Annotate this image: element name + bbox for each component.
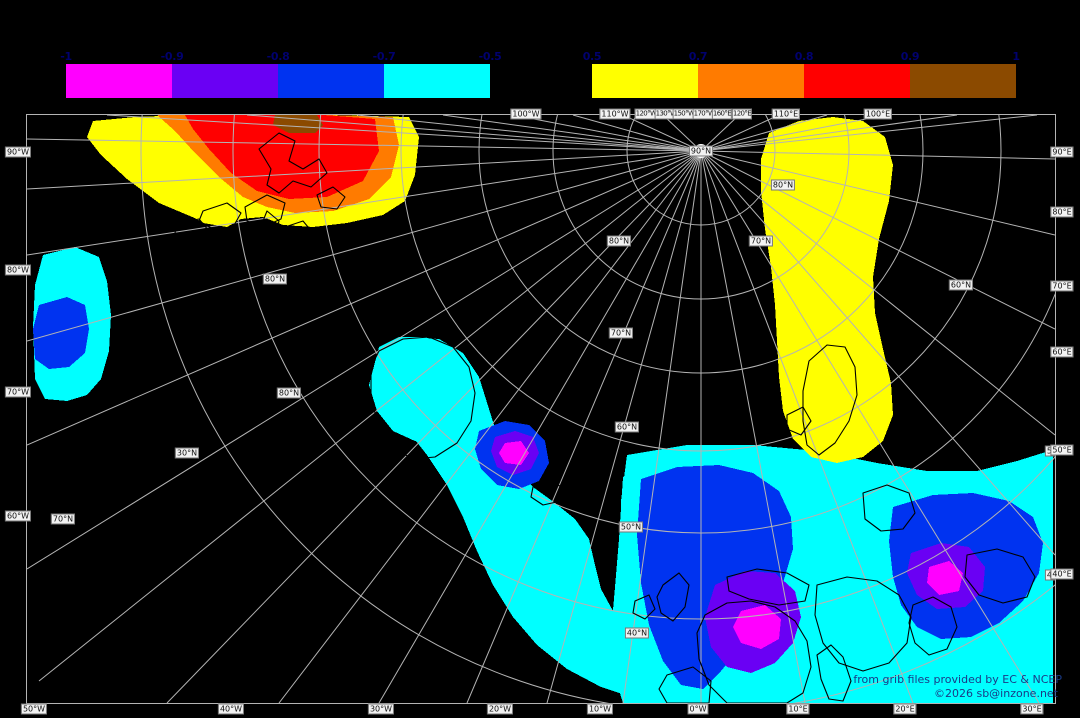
- anomaly-patch-blue-europe: [637, 465, 793, 689]
- grid-label: 30°N: [174, 447, 200, 459]
- lat-label-right: 70°E: [1050, 280, 1074, 292]
- lon-label-top: 100°W: [510, 108, 542, 120]
- lon-label-bottom: 10°W: [586, 703, 614, 715]
- anomaly-patch-blue-baffin: [33, 297, 89, 369]
- parallel-lines: [140, 115, 1055, 703]
- lon-label-bottom: 20°W: [486, 703, 514, 715]
- pos-tick-4: 1: [1012, 50, 1020, 63]
- grid-label: 90°N: [688, 145, 714, 157]
- anomaly-patch-magenta-balkans: [927, 561, 963, 595]
- grid-label: 60°N: [614, 421, 640, 433]
- colorbar-swatch: [698, 64, 804, 98]
- grid-label: 50°N: [618, 521, 644, 533]
- lon-label-bottom: 30°W: [367, 703, 395, 715]
- neg-tick-0: -1: [60, 50, 72, 63]
- pos-tick-1: 0.7: [688, 50, 708, 63]
- anomaly-patch-cyan-greenland-belt: [373, 337, 753, 703]
- grid-label: 80°N: [770, 179, 796, 191]
- lat-label-right: 90°E: [1050, 146, 1074, 158]
- grid-label: 70°N: [50, 513, 76, 525]
- anomaly-patch-yellow-scandinavia-lobe: [777, 221, 839, 281]
- anomaly-field-layer: [33, 115, 1053, 703]
- grid-label: 80°N: [606, 235, 632, 247]
- anomaly-patch-yellow-scandinavia: [761, 117, 893, 463]
- lon-label-bottom: 30°E: [1020, 703, 1044, 715]
- lat-label-left: 90°W: [4, 146, 32, 158]
- lon-label-bottom: 20°E: [893, 703, 917, 715]
- positive-colorbar-ticks: 0.5 0.7 0.8 0.9 1: [583, 50, 1020, 64]
- negative-colorbar-ticks: -1 -0.9 -0.8 -0.7 -0.5: [60, 50, 502, 64]
- lat-label-right: 50°E: [1050, 444, 1074, 456]
- grid-label: 80°N: [276, 387, 302, 399]
- copyright-credit: ©2026 sb@inzone.net: [933, 687, 1058, 700]
- anomaly-patch-magenta-alps: [733, 605, 781, 649]
- lon-label-top: 110°W: [599, 108, 631, 120]
- neg-tick-1: -0.9: [160, 50, 184, 63]
- neg-tick-4: -0.5: [478, 50, 502, 63]
- grid-label: 80°N: [262, 273, 288, 285]
- lat-label-right: 40°E: [1050, 568, 1074, 580]
- colorbar-swatch: [66, 64, 172, 98]
- colorbar-swatch: [804, 64, 910, 98]
- pos-tick-3: 0.9: [900, 50, 920, 63]
- lat-label-right: 60°E: [1050, 346, 1074, 358]
- anomaly-patch-brown-arctic-canada: [273, 115, 323, 133]
- lat-label-left: 70°W: [4, 386, 32, 398]
- anomaly-map[interactable]: 90°N 80°N 80°N 70°N 70°N 60°N 60°N 50°N …: [26, 114, 1056, 704]
- grid-label: 40°N: [624, 627, 650, 639]
- grid-label: 70°N: [608, 327, 634, 339]
- neg-tick-2: -0.8: [266, 50, 290, 63]
- lat-label-left: 80°W: [4, 264, 32, 276]
- colorbar-swatch: [172, 64, 278, 98]
- lat-label-right: 80°E: [1050, 206, 1074, 218]
- lon-label-bottom: 40°W: [217, 703, 245, 715]
- colorbar-swatch: [910, 64, 1016, 98]
- negative-anomaly-colorbar: [66, 64, 490, 98]
- grid-label: 60°N: [948, 279, 974, 291]
- positive-anomaly-colorbar: [592, 64, 1016, 98]
- lon-label-top: 120°E: [731, 108, 753, 120]
- grid-label: 70°N: [748, 235, 774, 247]
- pos-tick-0: 0.5: [582, 50, 602, 63]
- colorbar-swatch: [592, 64, 698, 98]
- map-canvas: [27, 115, 1055, 703]
- lon-label-top: 160°E: [711, 108, 733, 120]
- lon-label-top: 110°E: [771, 108, 801, 120]
- pos-tick-2: 0.8: [794, 50, 814, 63]
- lon-label-top: 100°E: [863, 108, 893, 120]
- lat-label-left: 60°W: [4, 510, 32, 522]
- colorbar-swatch: [278, 64, 384, 98]
- anomaly-patch-yellow-plume-west: [87, 117, 223, 221]
- neg-tick-3: -0.7: [372, 50, 396, 63]
- lon-label-bottom: 0°W: [687, 703, 709, 715]
- lon-label-bottom: 10°E: [786, 703, 810, 715]
- data-source-credit: from grib files provided by EC & NCEP: [853, 673, 1062, 686]
- lon-label-bottom: 50°W: [20, 703, 48, 715]
- colorbar-swatch: [384, 64, 490, 98]
- coastline-layer: [174, 132, 1036, 703]
